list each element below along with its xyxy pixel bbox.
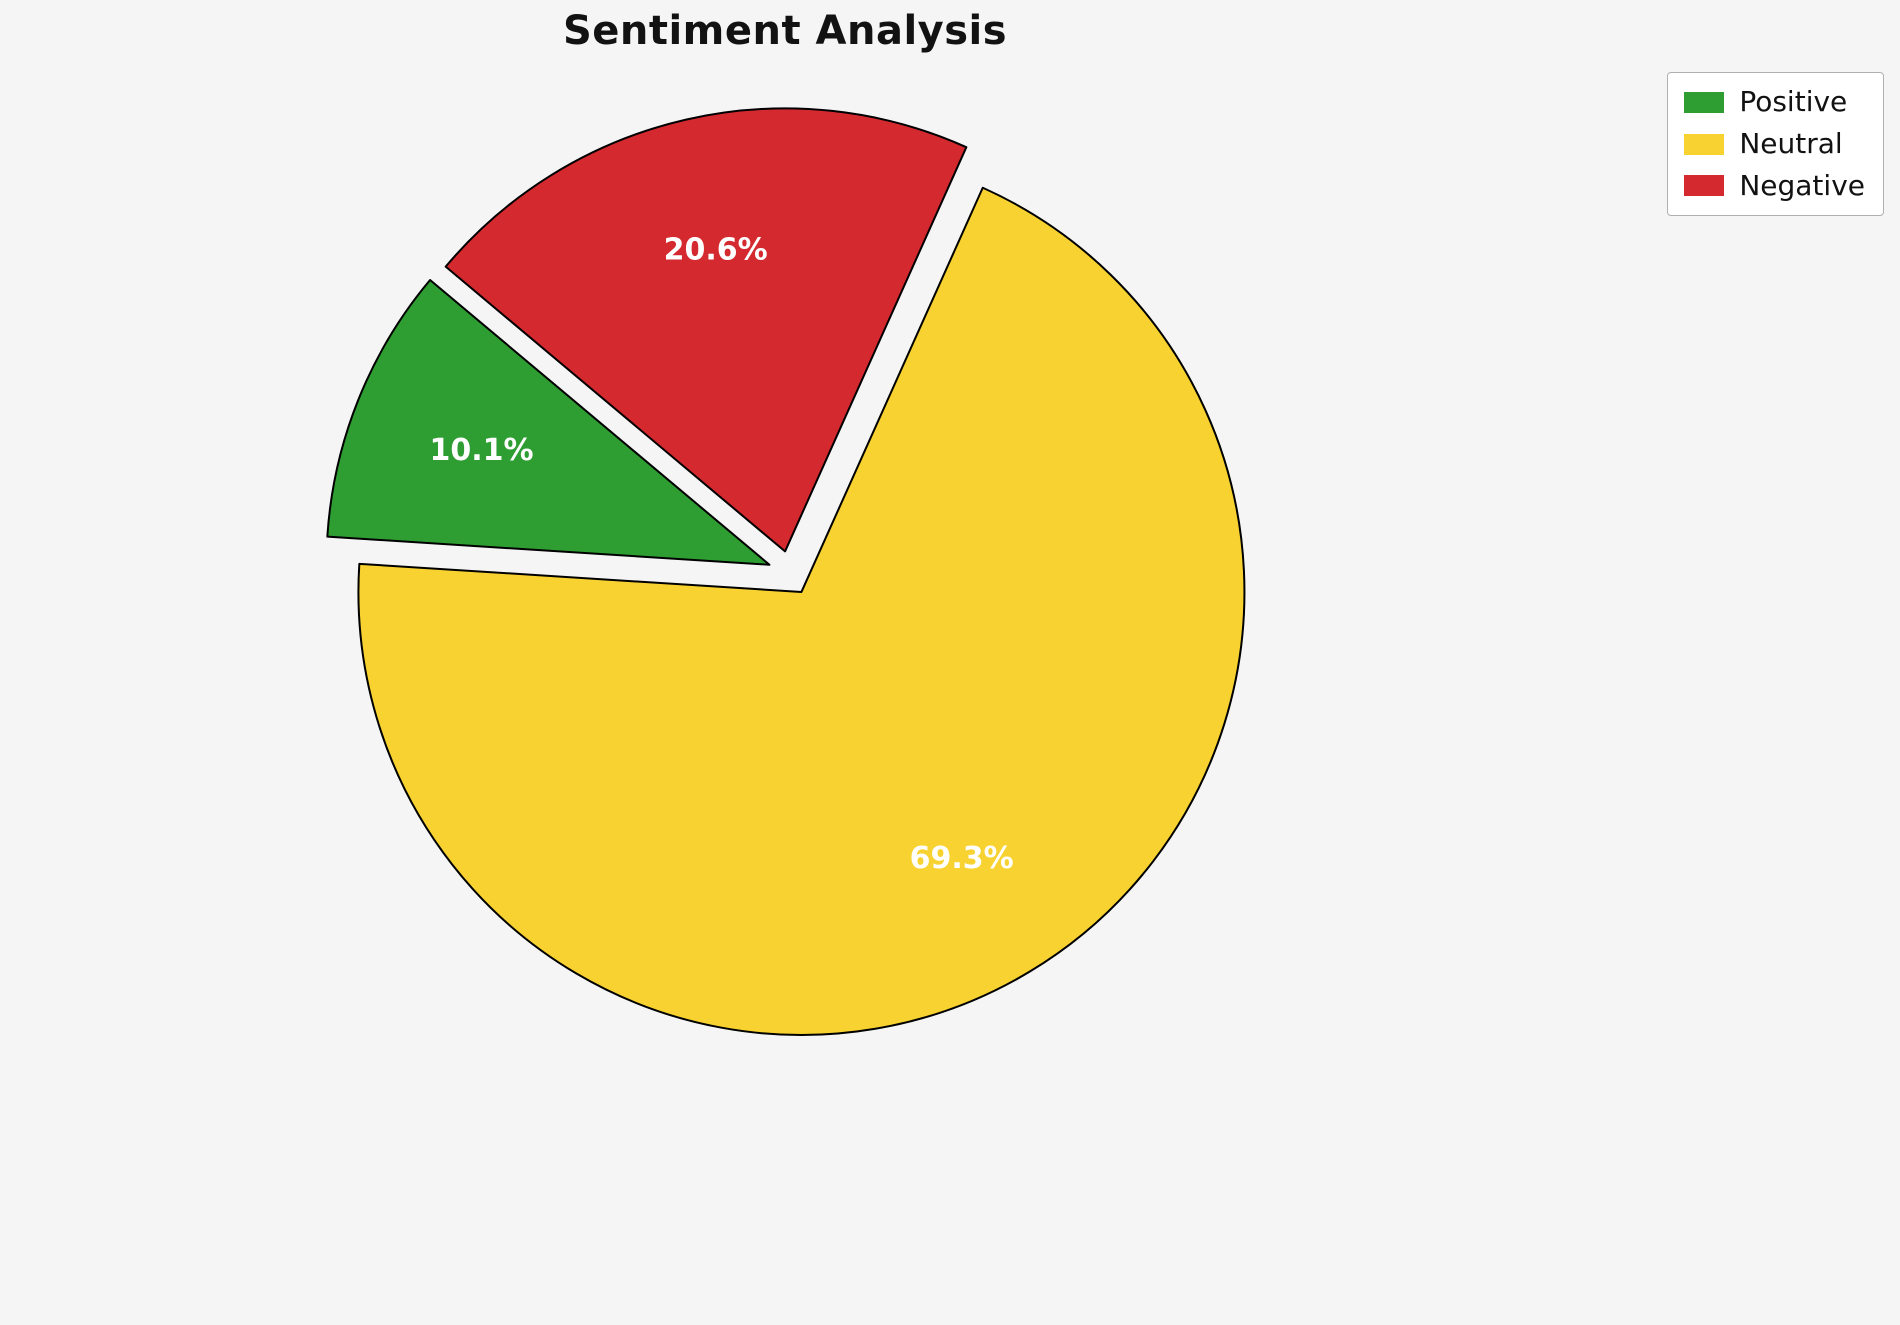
pie-slice-percent-label-positive: 10.1% xyxy=(430,433,534,468)
pie-slice-percent-label-neutral: 69.3% xyxy=(910,841,1014,876)
pie-slice-percent-label-negative: 20.6% xyxy=(664,233,768,268)
legend-item-negative: Negative xyxy=(1684,168,1865,202)
legend-item-positive: Positive xyxy=(1684,85,1865,118)
legend-label-neutral: Neutral xyxy=(1739,126,1843,160)
pie-slice-positive xyxy=(326,279,771,566)
legend-item-neutral: Neutral xyxy=(1684,126,1865,160)
legend-swatch-neutral xyxy=(1684,133,1725,155)
legend: Positive Neutral Negative xyxy=(1667,72,1884,217)
legend-swatch-positive xyxy=(1684,91,1725,113)
chart-title: Sentiment Analysis xyxy=(562,8,1008,54)
pie-slice-negative xyxy=(444,107,968,553)
pie-slice-neutral xyxy=(357,186,1246,1036)
legend-swatch-negative xyxy=(1684,175,1725,197)
legend-label-negative: Negative xyxy=(1739,168,1865,202)
legend-label-positive: Positive xyxy=(1739,85,1848,118)
